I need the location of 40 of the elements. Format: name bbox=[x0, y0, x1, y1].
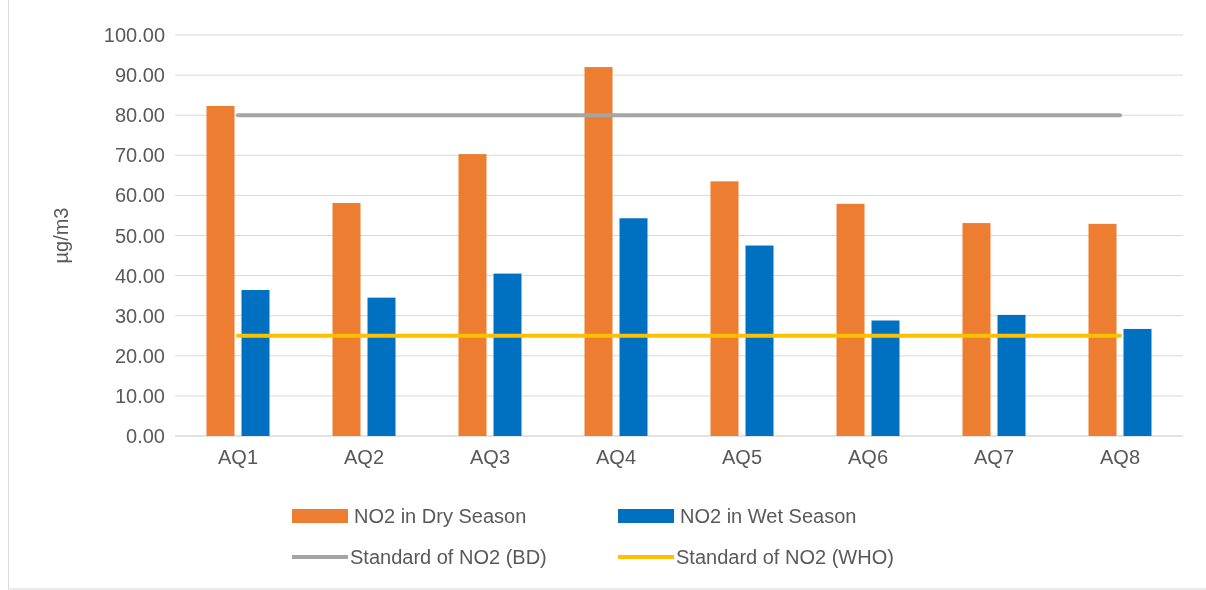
legend-label: NO2 in Wet Season bbox=[680, 505, 857, 527]
y-tick-label: 10.00 bbox=[114, 384, 165, 407]
x-tick-label: AQ6 bbox=[847, 446, 889, 468]
x-tick-label: AQ7 bbox=[973, 446, 1015, 468]
bar bbox=[871, 320, 900, 436]
bar bbox=[836, 203, 865, 436]
y-tick-label: 80.00 bbox=[114, 104, 165, 127]
y-tick-label: 70.00 bbox=[114, 144, 165, 167]
bar bbox=[458, 154, 487, 436]
y-tick-label: 30.00 bbox=[114, 304, 165, 327]
y-tick-label: 0.00 bbox=[126, 425, 165, 447]
bar bbox=[745, 245, 774, 436]
x-tick-label: AQ4 bbox=[595, 446, 637, 468]
x-tick-label: AQ1 bbox=[217, 446, 259, 468]
y-tick-label: 20.00 bbox=[114, 344, 165, 367]
bar bbox=[493, 273, 522, 436]
bar bbox=[962, 223, 991, 436]
y-tick-label: 90.00 bbox=[114, 64, 165, 87]
x-tick-label: AQ2 bbox=[343, 446, 385, 468]
x-tick-label: AQ5 bbox=[721, 446, 763, 468]
bar bbox=[997, 314, 1026, 436]
bar bbox=[1088, 223, 1117, 436]
bar bbox=[332, 203, 361, 436]
legend-label: Standard of NO2 (WHO) bbox=[676, 546, 894, 568]
bar bbox=[367, 297, 396, 436]
y-tick-label: 40.00 bbox=[114, 264, 165, 287]
x-tick-label: AQ8 bbox=[1099, 446, 1141, 468]
y-tick-label: 50.00 bbox=[114, 224, 165, 247]
y-tick-label: 100.00 bbox=[103, 24, 165, 46]
bar bbox=[206, 105, 235, 436]
y-tick-label: 60.00 bbox=[114, 184, 165, 207]
bar bbox=[241, 290, 270, 436]
bar bbox=[584, 67, 613, 436]
legend-label: Standard of NO2 (BD) bbox=[350, 546, 547, 568]
bar bbox=[619, 218, 648, 436]
legend-label: NO2 in Dry Season bbox=[354, 505, 527, 527]
y-axis-title: µg/m3 bbox=[50, 207, 72, 264]
bar bbox=[710, 181, 739, 436]
bar bbox=[1123, 328, 1152, 436]
x-tick-label: AQ3 bbox=[469, 446, 511, 468]
